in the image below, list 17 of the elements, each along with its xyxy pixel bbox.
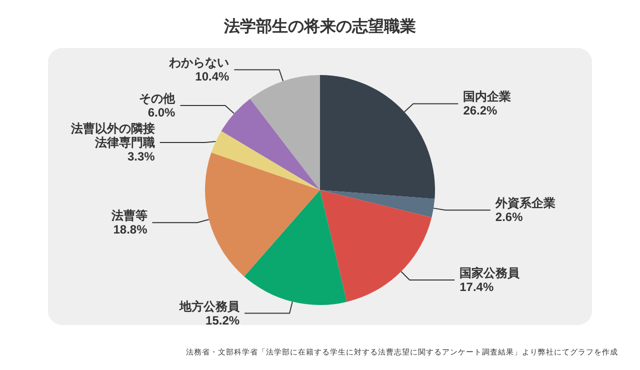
data-label: 26.2%	[463, 104, 498, 118]
data-label: 2.6%	[495, 210, 524, 224]
data-label: 18.8%	[113, 222, 148, 237]
data-label: 3.3%	[127, 149, 156, 164]
slice-label: その他	[139, 91, 176, 106]
chart-title: 法学部生の将来の志望職業	[223, 18, 416, 36]
slice-label: 国家公務員	[460, 266, 521, 280]
slice-label: 外資系企業	[494, 196, 556, 210]
data-label: 15.2%	[206, 313, 240, 328]
slice-label: 国内企業	[463, 90, 512, 104]
slice-label: わからない	[168, 56, 230, 70]
slice-label: 法曹等	[110, 208, 148, 223]
slice-label: 法曹以外の隣接法律専門職	[70, 121, 155, 150]
slice-label: 地方公務員	[178, 299, 241, 314]
data-label: 17.4%	[460, 280, 494, 294]
data-label: 6.0%	[148, 105, 176, 120]
data-label: 10.4%	[195, 70, 230, 84]
